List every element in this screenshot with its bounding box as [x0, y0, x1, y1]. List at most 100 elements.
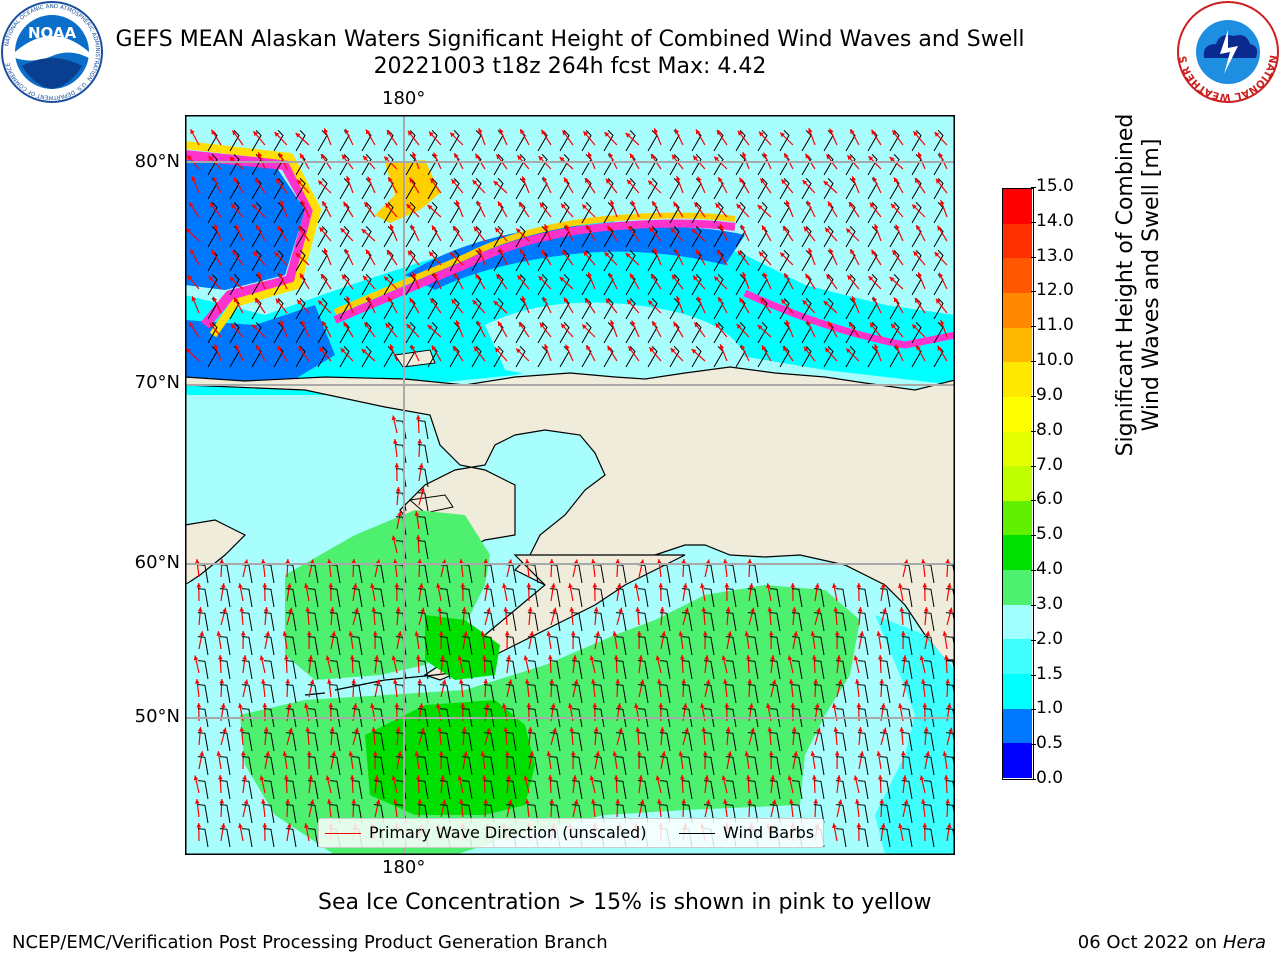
wave-arrow-head: [701, 727, 707, 732]
wave-arrow-head: [211, 129, 216, 135]
wave-arrow-head: [757, 205, 763, 210]
wave-arrow-head: [328, 583, 334, 588]
wave-arrow-head: [784, 273, 789, 279]
wave-arrow-head: [618, 727, 623, 733]
wind-barb: [439, 612, 451, 632]
wave-arrow-head: [607, 345, 612, 351]
wind-barb: [681, 732, 693, 752]
wave-arrow-head: [948, 607, 953, 613]
wind-barb: [857, 684, 869, 704]
wind-barb: [911, 250, 922, 272]
wind-barb: [295, 298, 306, 320]
wave-arrow-head: [340, 348, 346, 353]
wave-arrow-head: [187, 155, 193, 161]
wave-arrow-head: [847, 275, 853, 281]
wave-arrow-head: [943, 775, 949, 780]
wind-barb: [361, 226, 372, 248]
wave-arrow-head: [195, 679, 200, 684]
wind-barb: [879, 612, 891, 632]
wave-arrow-head: [418, 703, 424, 708]
wave-arrow-head: [946, 703, 952, 708]
wind-barb: [461, 612, 473, 632]
lat-label-50n: 50°N: [134, 706, 180, 727]
wind-barb: [791, 684, 803, 704]
wind-barb: [681, 612, 693, 632]
wave-arrow-head: [433, 152, 438, 158]
wave-arrow-head: [526, 703, 532, 708]
wave-arrow-head: [625, 253, 631, 258]
wave-arrow-head: [234, 297, 239, 303]
wave-arrow-head: [582, 204, 587, 210]
wind-barb: [483, 660, 495, 680]
wind-barb: [493, 178, 504, 200]
wave-arrow-head: [876, 631, 882, 636]
wave-arrow-head: [214, 224, 219, 229]
wave-arrow-head: [407, 130, 413, 136]
wind-barb: [417, 612, 429, 632]
wave-arrow-head: [784, 153, 789, 159]
wave-arrow-head: [297, 179, 302, 185]
wave-arrow-head: [389, 224, 395, 230]
wind-barb: [263, 684, 275, 704]
wave-arrow-head: [429, 131, 434, 137]
wave-arrow-head: [760, 298, 765, 304]
wind-barb: [835, 756, 847, 776]
wave-arrow-head: [855, 799, 860, 804]
wave-arrow-head: [895, 224, 900, 230]
wave-arrow-head: [679, 775, 685, 780]
lat-label-80n: 80°N: [134, 151, 180, 172]
colorbar-label-line2: Wind Waves and Swell [m]: [1139, 138, 1164, 432]
wave-arrow-head: [659, 727, 665, 732]
wave-arrow-head: [767, 607, 773, 612]
wave-arrow-head: [697, 176, 702, 182]
wave-arrow-head: [762, 225, 767, 231]
wave-arrow-head: [309, 679, 315, 685]
wave-arrow-head: [409, 297, 414, 303]
wind-barb: [757, 250, 768, 272]
wind-barb: [835, 780, 847, 800]
wave-arrow-head: [389, 344, 395, 350]
wind-barb: [637, 780, 649, 800]
wave-arrow-head: [655, 775, 661, 781]
wind-barb: [933, 178, 944, 200]
wind-barb: [549, 732, 561, 752]
wave-arrow-head: [916, 225, 921, 231]
wave-arrow-head: [618, 607, 623, 613]
wave-arrow-head: [348, 631, 354, 636]
wind-barb: [923, 828, 935, 848]
wave-arrow-head: [572, 655, 577, 660]
wave-arrow-head: [219, 799, 225, 804]
wave-arrow-head: [455, 200, 461, 206]
wave-arrow-head: [278, 272, 284, 278]
wave-arrow-head: [583, 251, 589, 257]
wave-arrow-head: [259, 775, 265, 781]
wave-arrow-head: [723, 559, 728, 564]
wind-barb: [681, 684, 693, 704]
wave-arrow-head: [564, 177, 569, 183]
wave-arrow-head: [454, 153, 459, 159]
wave-arrow-head: [682, 583, 688, 588]
wave-arrow-head: [232, 130, 237, 136]
wave-arrow-head: [719, 224, 725, 230]
wave-arrow-head: [523, 655, 529, 661]
wave-arrow-head: [721, 655, 727, 661]
wave-arrow-head: [608, 272, 614, 278]
wind-barb: [351, 660, 363, 680]
wave-arrow-head: [306, 631, 312, 636]
wave-arrow-head: [946, 823, 952, 828]
wave-arrow-head: [549, 559, 555, 564]
wind-barb: [857, 732, 869, 752]
wave-arrow-head: [714, 276, 719, 282]
wave-arrow-head: [940, 200, 945, 205]
wind-barb: [417, 516, 429, 536]
wind-barb: [747, 708, 759, 728]
wave-arrow-head: [295, 253, 301, 258]
wind-barb: [461, 708, 473, 728]
wave-arrow-head: [211, 249, 216, 255]
wave-arrow-head: [937, 225, 942, 231]
wave-arrow-head: [770, 775, 775, 780]
wave-arrow-head: [436, 583, 441, 589]
wave-arrow-head: [937, 345, 942, 351]
wind-barb: [747, 588, 759, 608]
wave-arrow-head: [441, 799, 447, 805]
